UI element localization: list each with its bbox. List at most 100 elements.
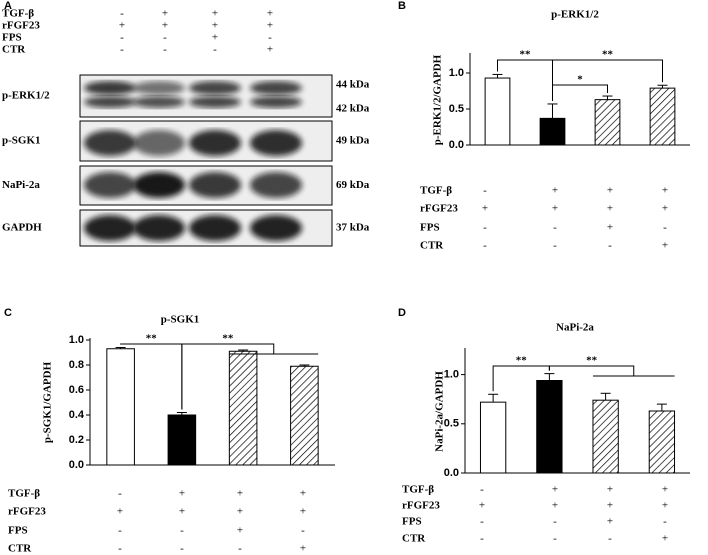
bar (536, 380, 563, 474)
significance: * (577, 74, 583, 86)
significance: ** (222, 333, 234, 345)
condition-label: CTR (2, 44, 26, 56)
blot-band (133, 172, 185, 198)
condition-sign: - (553, 222, 557, 234)
condition-sign: + (162, 20, 168, 32)
bar (648, 410, 676, 474)
condition-sign: + (662, 500, 668, 512)
blot-label: GAPDH (2, 222, 42, 234)
significance: ** (586, 355, 598, 367)
condition-sign: - (301, 525, 305, 537)
condition-sign: - (553, 240, 557, 252)
condition-sign: + (662, 240, 668, 252)
blot-size: 37 kDa (336, 222, 370, 234)
condition-sign: + (237, 488, 243, 500)
condition-sign: - (483, 185, 487, 197)
condition-sign: + (212, 8, 218, 20)
bar (592, 399, 619, 474)
condition-sign: + (607, 222, 613, 234)
y-axis-title: p-SGK1/GAPDH (42, 361, 54, 443)
blot-band (189, 172, 241, 198)
bar (484, 77, 511, 146)
condition-label: CTR (420, 240, 444, 252)
y-tick-label: 1.0 (69, 334, 84, 346)
condition-sign: - (238, 543, 242, 555)
condition-sign: + (300, 488, 306, 500)
y-tick-label: 0.4 (69, 409, 85, 421)
condition-label: rFGF23 (8, 506, 46, 518)
condition-sign: - (663, 516, 667, 528)
condition-sign: - (608, 533, 612, 545)
condition-sign: + (607, 500, 613, 512)
condition-label: TGF-β (8, 488, 40, 500)
blot-band (250, 130, 302, 156)
blot-band (189, 130, 241, 156)
condition-sign: + (552, 484, 558, 496)
condition-sign: + (267, 8, 273, 20)
condition-sign: - (553, 533, 557, 545)
condition-sign: - (163, 32, 167, 44)
significance: ** (516, 355, 528, 367)
condition-sign: + (552, 500, 558, 512)
panel-label: D (398, 307, 406, 319)
significance: ** (146, 333, 158, 345)
condition-sign: - (180, 525, 184, 537)
condition-sign: - (180, 543, 184, 555)
condition-sign: + (267, 20, 273, 32)
y-tick-label: 0.2 (69, 434, 84, 446)
blot-band (189, 81, 241, 95)
condition-sign: - (118, 543, 122, 555)
condition-sign: + (662, 484, 668, 496)
condition-sign: + (119, 20, 125, 32)
condition-sign: - (213, 44, 217, 56)
y-tick-label: 0.8 (69, 359, 84, 371)
blot-band (189, 215, 241, 241)
condition-sign: - (118, 525, 122, 537)
condition-sign: + (179, 488, 185, 500)
chart-title: p-ERK1/2 (551, 9, 599, 21)
condition-sign: + (267, 44, 273, 56)
condition-sign: + (662, 533, 668, 545)
condition-sign: - (480, 484, 484, 496)
condition-sign: - (663, 222, 667, 234)
y-tick-label: 1.0 (449, 67, 464, 79)
condition-sign: + (300, 506, 306, 518)
bar (228, 350, 258, 466)
condition-label: TGF-β (402, 484, 434, 496)
condition-sign: - (163, 44, 167, 56)
y-tick-label: 0.0 (449, 139, 464, 151)
bar (649, 87, 676, 146)
condition-sign: + (607, 484, 613, 496)
condition-sign: + (479, 500, 485, 512)
blot-band (133, 215, 185, 241)
condition-label: FPS (402, 516, 422, 528)
condition-sign: - (480, 533, 484, 545)
blot-size: 49 kDa (336, 135, 370, 147)
blot-band (133, 81, 185, 95)
y-tick-label: 0.6 (69, 384, 84, 396)
condition-sign: - (483, 222, 487, 234)
blot-band (133, 96, 185, 108)
condition-label: rFGF23 (420, 203, 458, 215)
bar (539, 117, 566, 146)
blot-label: NaPi-2a (2, 179, 40, 191)
condition-sign: + (179, 506, 185, 518)
condition-sign: + (482, 203, 488, 215)
condition-sign: + (552, 185, 558, 197)
blot-size: 44 kDa (336, 79, 370, 91)
blot-label: p-SGK1 (2, 135, 41, 147)
condition-sign: - (120, 32, 124, 44)
panel-label: B (398, 0, 406, 12)
blot-size: 69 kDa (336, 179, 370, 191)
bar (594, 99, 621, 146)
bar (167, 414, 197, 466)
condition-sign: - (480, 516, 484, 528)
significance: ** (520, 49, 532, 61)
condition-sign: - (553, 516, 557, 528)
condition-sign: - (483, 240, 487, 252)
condition-label: TGF-β (420, 185, 452, 197)
condition-sign: + (662, 203, 668, 215)
condition-sign: + (162, 8, 168, 20)
y-tick-label: 1.0 (444, 369, 459, 381)
